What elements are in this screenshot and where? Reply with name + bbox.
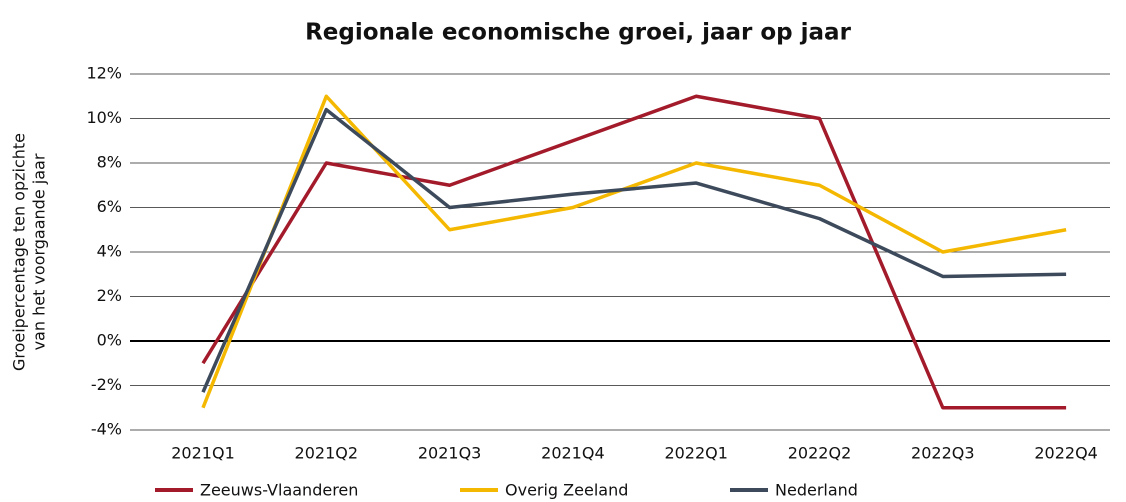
x-tick-label: 2022Q4: [1034, 444, 1098, 463]
x-tick-label: 2021Q3: [418, 444, 482, 463]
series-line: [201, 107, 1067, 393]
y-tick-label: 8%: [97, 153, 122, 172]
y-tick-label: 2%: [97, 286, 122, 305]
y-tick-label: 10%: [86, 108, 122, 127]
y-axis-label-line: van het voorgaande jaar: [30, 153, 49, 350]
x-tick-label: 2022Q3: [911, 444, 975, 463]
y-axis-label: Groeipercentage ten opzichte van het voo…: [10, 133, 49, 371]
x-tick-label: 2021Q4: [541, 444, 605, 463]
y-tick-label: 4%: [97, 242, 122, 261]
x-tick-label: 2021Q2: [295, 444, 359, 463]
x-tick-label: 2021Q1: [171, 444, 235, 463]
y-tick-label: 12%: [86, 64, 122, 83]
legend-label: Zeeuws-Vlaanderen: [200, 481, 358, 500]
y-tick-label: 6%: [97, 197, 122, 216]
y-tick-label: 0%: [97, 331, 122, 350]
y-axis-label-line: Groeipercentage ten opzichte: [10, 133, 29, 371]
y-tick-label: -4%: [91, 420, 122, 439]
x-tick-label: 2022Q2: [788, 444, 852, 463]
x-tick-label: 2022Q1: [664, 444, 728, 463]
y-tick-label: -2%: [91, 375, 122, 394]
legend-label: Nederland: [775, 481, 858, 500]
series-line: [201, 94, 1067, 410]
series-line: [201, 94, 1067, 409]
legend-label: Overig Zeeland: [505, 481, 628, 500]
chart-title: Regionale economische groei, jaar op jaa…: [305, 20, 852, 46]
